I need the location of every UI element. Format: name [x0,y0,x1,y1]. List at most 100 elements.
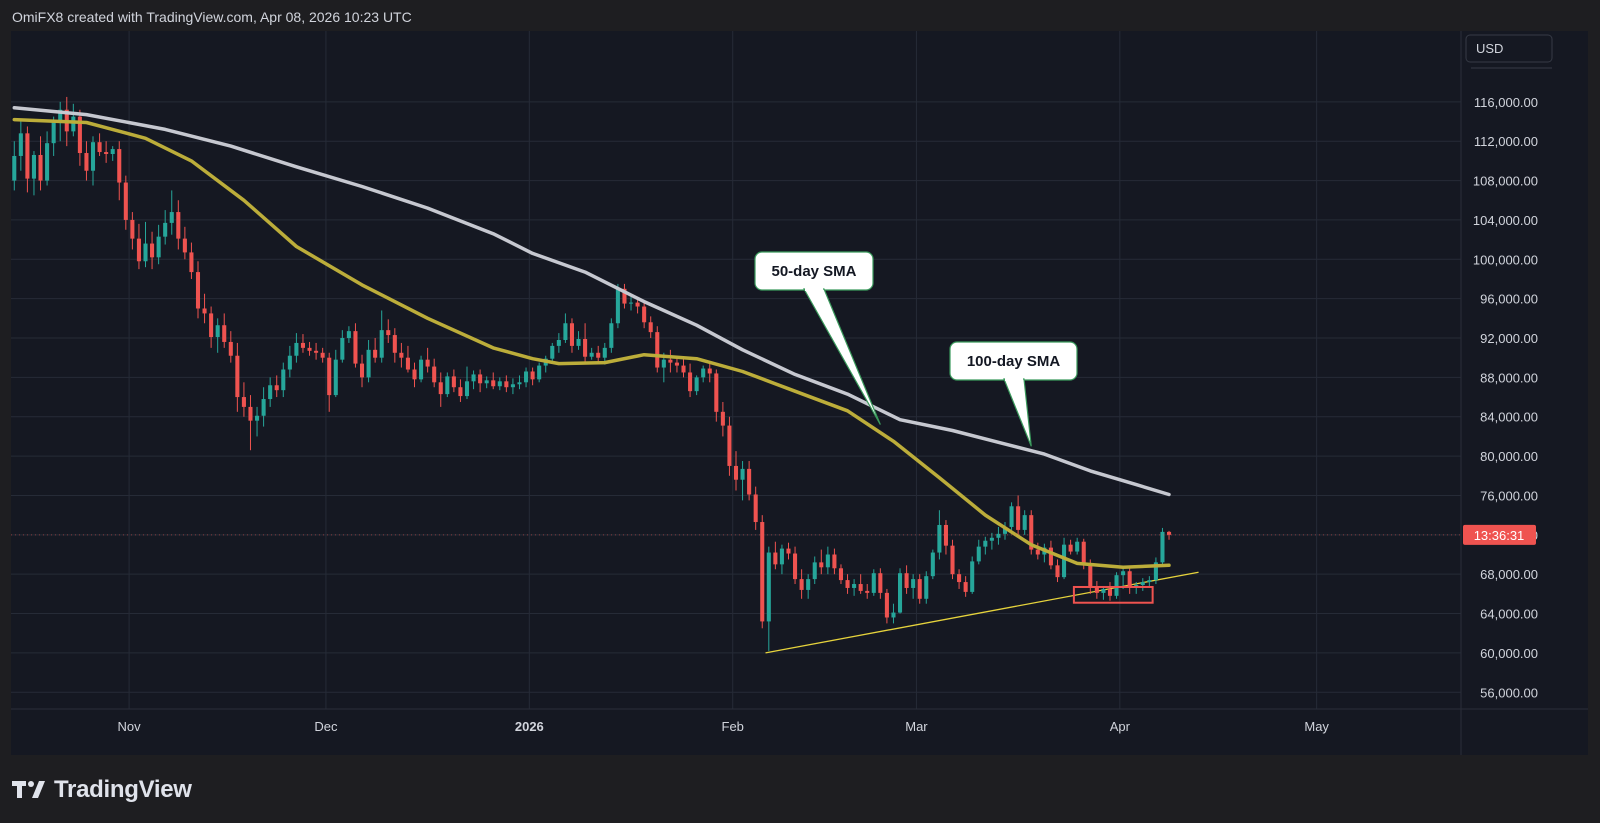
candle-down [25,126,30,193]
candle-body [294,342,299,356]
candle-body [550,345,555,359]
candle-up [45,131,50,186]
candle-up [524,367,529,388]
candles-layer [12,96,1172,651]
candle-body [970,561,975,592]
candle-body [281,369,286,391]
candle-body [740,468,745,480]
candle-body [1140,582,1145,586]
candle-body [1101,588,1106,593]
candle-body [891,612,896,618]
candle-body [747,468,752,495]
candle-body [90,142,96,171]
candle-body [478,374,483,384]
candle-body [576,339,581,346]
candle-down [504,375,509,393]
candle-body [255,415,260,421]
candle-down [845,574,850,594]
y-tick-label: 60,000.00 [1480,646,1538,661]
y-tick-label: 84,000.00 [1480,410,1538,425]
candle-body [904,573,909,588]
candle-down [399,342,404,368]
candle-down [1068,539,1073,555]
chart-attribution: OmiFX8 created with TradingView.com, Apr… [12,9,412,25]
candle-up [970,556,975,594]
candle-down [241,382,246,417]
candle-down [957,569,962,589]
x-tick-label: May [1304,719,1329,734]
candle-body [438,382,443,395]
candle-down [1166,530,1172,540]
candle-body [806,579,811,590]
candle-body [97,142,102,153]
candle-down [386,319,391,343]
candle-down [359,354,365,388]
candle-body [950,545,955,575]
candle-down [228,331,233,363]
candle-up [825,546,830,575]
candle-body [556,339,561,346]
candle-down [569,318,575,353]
candle-body [563,323,568,340]
candle-body [1114,575,1119,596]
candle-down [392,328,397,363]
candle-up [1042,543,1047,563]
candle-body [589,352,594,357]
currency-button[interactable]: USD [1465,34,1553,63]
candle-body [701,368,706,378]
candle-body [793,553,798,580]
candle-up [215,318,220,353]
candle-up [1009,502,1014,530]
candle-up [766,546,771,651]
candle-body [1088,564,1093,587]
candle-up [924,571,929,604]
candle-body [18,133,23,156]
candle-body [169,212,174,223]
candle-up [51,116,56,156]
candle-body [235,355,240,398]
candle-body [222,325,227,342]
candle-body [871,573,876,593]
candle-down [1029,510,1034,555]
candle-body [287,355,292,370]
candle-down [819,549,824,575]
candle-body [163,222,168,237]
y-tick-label: 104,000.00 [1473,213,1538,228]
candle-body [12,155,17,181]
candle-down [274,375,279,398]
candle-body [261,399,266,416]
highlight-layer [1072,585,1154,604]
candle-up [701,365,706,383]
candle-up [1153,557,1158,585]
tradingview-logo[interactable]: TradingView [12,776,192,804]
candlestick-chart[interactable]: 50-day SMA 100-day SMA 56,000.00 60,000.00… [11,31,1588,755]
candle-body [491,380,496,387]
candle-up [1002,522,1008,540]
currency-button-bg [1465,34,1553,63]
candle-body [963,582,968,592]
candle-body [596,352,601,358]
candle-up [556,333,561,353]
candle-down [773,541,778,570]
candle-body [865,590,870,593]
candle-body [924,576,929,599]
candle-up [445,372,450,398]
y-tick-label: 64,000.00 [1480,607,1538,622]
candle-body [832,554,837,569]
candle-up [1160,527,1165,567]
candle-down [38,136,43,191]
candle-down [1127,566,1132,594]
x-tick-label: Dec [314,719,338,734]
candle-down [688,363,693,398]
chart-panel[interactable]: 50-day SMA 100-day SMA 56,000.00 60,000.00… [11,31,1588,755]
candle-down [904,565,909,594]
candle-up [911,574,916,599]
tradingview-icon [12,781,45,798]
candle-body [484,380,489,384]
candle-down [753,486,758,530]
candle-down [458,379,463,402]
candle-body [150,243,155,258]
candle-body [733,465,739,480]
candle-body [569,323,575,346]
candle-down [432,358,437,388]
